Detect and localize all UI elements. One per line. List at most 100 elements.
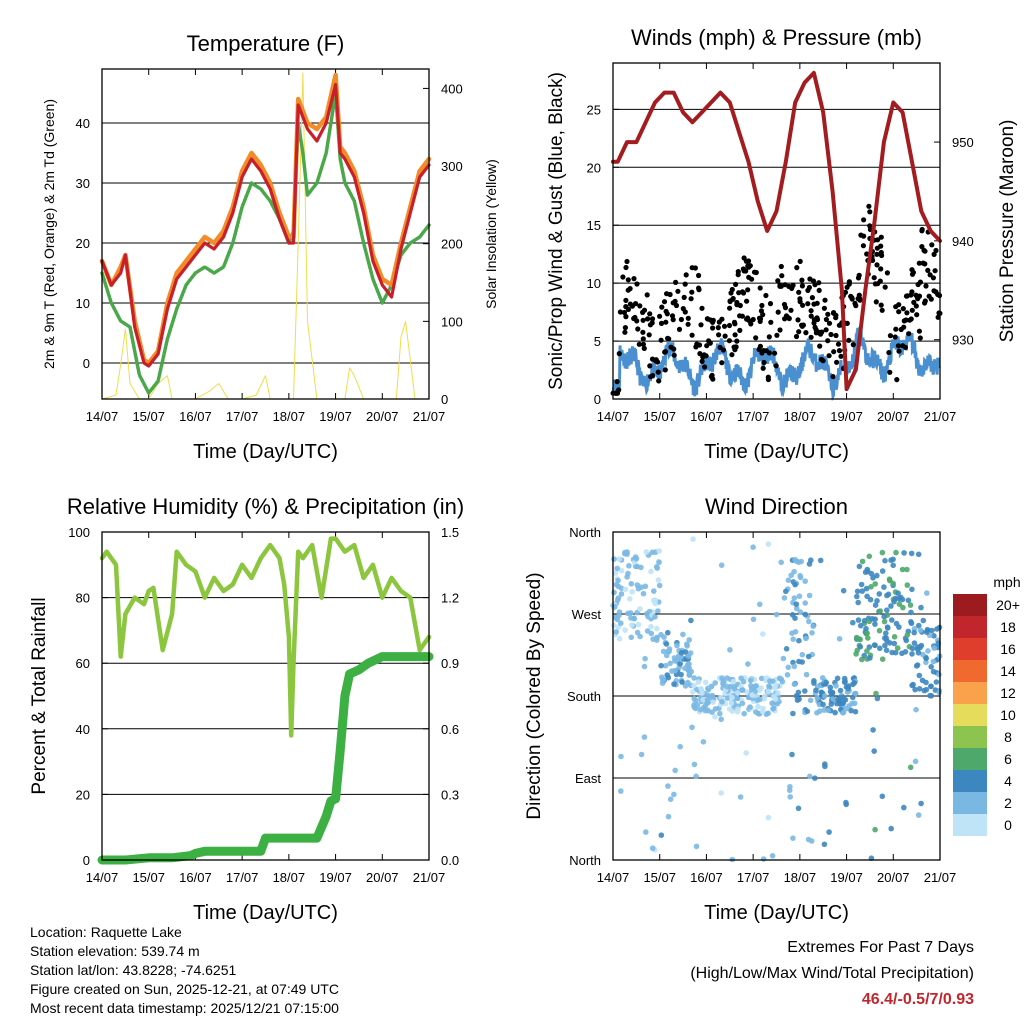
panel4-direction-point: [772, 682, 779, 689]
panel4-direction-point: [834, 675, 841, 682]
panel2-gust-point: [745, 258, 752, 264]
panel2-gust-point: [710, 325, 716, 331]
panel2-gust-point: [650, 373, 656, 379]
panel2-gust-point: [637, 303, 643, 309]
panel2-gust-point: [680, 306, 686, 312]
panel4-direction-point: [896, 596, 902, 602]
panel4-direction-point: [747, 677, 754, 684]
panel4-direction-point: [923, 655, 929, 662]
panel4-direction-point: [659, 677, 666, 683]
panel4-xtick-label: 15/07: [643, 870, 676, 885]
panel2-gust-point: [732, 321, 738, 327]
panel2-gust-point: [746, 274, 752, 280]
panel2-gust-point: [917, 279, 924, 285]
panel4-direction-point: [641, 663, 648, 670]
panel4-direction-point: [648, 568, 654, 575]
panel2-gust-point: [873, 299, 879, 305]
panel4-direction-point: [866, 553, 873, 560]
panel2-gust-point: [914, 312, 920, 318]
panel4-direction-point: [739, 687, 746, 693]
panel2-gust-point: [917, 335, 923, 341]
panel4-xtick-label: 14/07: [597, 870, 630, 885]
panel4-direction-point: [787, 794, 793, 800]
panel4-direction-point: [930, 658, 937, 665]
panel2-gust-point: [877, 278, 883, 284]
panel4-direction-point: [622, 586, 629, 593]
panel4-direction-point: [864, 630, 870, 636]
panel4-direction-point: [735, 706, 741, 712]
panel4-direction-point: [807, 773, 813, 780]
panel4-direction-point: [802, 578, 808, 584]
panel4-direction-point: [804, 708, 811, 715]
panel4-direction-point: [688, 617, 694, 624]
panel4-direction-point: [628, 581, 635, 587]
panel4-direction-point: [918, 800, 924, 807]
panel4-frame: [612, 531, 941, 861]
panel2-gust-point: [664, 311, 670, 317]
panel4-direction-point: [848, 707, 854, 714]
panel4-direction-point: [894, 645, 901, 651]
panel4-direction-point: [923, 686, 930, 693]
panel4-direction-point: [874, 695, 881, 702]
panel2-gust-point: [799, 283, 806, 289]
panel2-gust-point: [757, 343, 764, 349]
panel2-gust-point: [825, 311, 831, 317]
panel4-direction-point: [928, 664, 934, 670]
panel4-direction-point: [693, 843, 700, 850]
panel4-direction-point: [877, 608, 883, 614]
panel4-direction-point: [793, 605, 800, 612]
panel2-gust-point: [903, 293, 910, 299]
panel4-direction-point: [767, 678, 773, 684]
panel2-gust-point: [760, 365, 766, 371]
panel4-direction-point: [809, 630, 815, 636]
panel4-direction-point: [879, 549, 886, 556]
panel2-gust-point: [871, 275, 877, 281]
panel3-xlabel: Time (Day/UTC): [193, 902, 338, 924]
panel4-direction-point: [881, 584, 887, 590]
panel2-gust-point: [739, 289, 746, 295]
panel2-gust-point: [797, 258, 803, 264]
extremes-panel: Extremes For Past 7 Days (High/Low/Max W…: [690, 935, 974, 1013]
panel2-gust-point: [874, 245, 880, 251]
panel2-gust-point: [658, 337, 664, 343]
panel4-direction-point: [854, 593, 860, 600]
panel3-precipitation-line: [97, 652, 434, 865]
panel4-direction-point: [761, 696, 767, 702]
panel2-gust-point: [830, 374, 836, 380]
panel4-direction-point: [709, 692, 716, 699]
panel3-ytick-label: 80: [76, 591, 90, 606]
panel2-ytick-label: 15: [587, 218, 601, 233]
panel2-gust-point: [849, 296, 855, 302]
panel4-direction-point: [917, 644, 923, 651]
panel4-direction-point: [914, 662, 921, 668]
panel4-direction-point: [833, 683, 839, 689]
colorbar-swatch: [953, 748, 987, 770]
panel4-direction-point: [918, 604, 924, 611]
panel4-direction-point: [618, 620, 624, 626]
panel2-gust-point: [844, 284, 850, 290]
panel2-gust-point: [777, 327, 783, 333]
panel4-direction-point: [698, 685, 704, 692]
panel2-xtick-label: 19/07: [830, 409, 863, 424]
panel4-direction-point: [883, 647, 890, 654]
panel2-gust-point: [816, 287, 822, 293]
panel2-gust-point: [681, 294, 687, 300]
panel4-direction-point: [778, 559, 784, 566]
panel4-direction-point: [718, 790, 724, 796]
panel4-direction-point: [836, 636, 843, 642]
panel4-direction-point: [729, 694, 735, 701]
panel1-xtick-label: 16/07: [179, 409, 212, 424]
panel2-gust-point: [622, 329, 628, 335]
panel4-direction-point: [837, 687, 844, 694]
panel2-gust-point: [782, 282, 788, 288]
panel1-ytick-label: 0: [83, 356, 90, 371]
panel1-ytick-right-label: 0: [441, 392, 448, 407]
panel4-direction-point: [904, 582, 911, 588]
panel4-direction-point: [799, 651, 806, 658]
panel2-gust-point: [766, 334, 772, 340]
panel2-xtick-label: 17/07: [737, 409, 770, 424]
panel1-2m-temperature-line: [100, 83, 431, 368]
panel4-xlabel: Time (Day/UTC): [704, 902, 849, 924]
panel4-direction-point: [750, 616, 757, 623]
panel2-gust-point: [664, 291, 670, 297]
